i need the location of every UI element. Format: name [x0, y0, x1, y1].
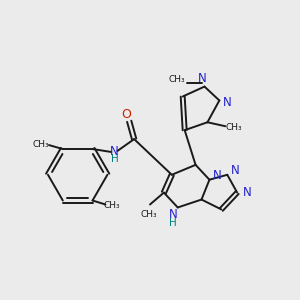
Text: CH₃: CH₃	[168, 75, 185, 84]
Text: CH₃: CH₃	[141, 210, 157, 219]
Text: N: N	[198, 72, 207, 85]
Text: H: H	[169, 218, 177, 228]
Text: N: N	[243, 186, 251, 199]
Text: N: N	[231, 164, 240, 177]
Text: CH₃: CH₃	[226, 123, 242, 132]
Text: N: N	[110, 145, 119, 158]
Text: O: O	[121, 108, 131, 121]
Text: H: H	[111, 154, 119, 164]
Text: N: N	[213, 169, 222, 182]
Text: N: N	[168, 208, 177, 221]
Text: N: N	[223, 96, 232, 109]
Text: CH₃: CH₃	[33, 140, 49, 148]
Text: CH₃: CH₃	[103, 201, 120, 210]
